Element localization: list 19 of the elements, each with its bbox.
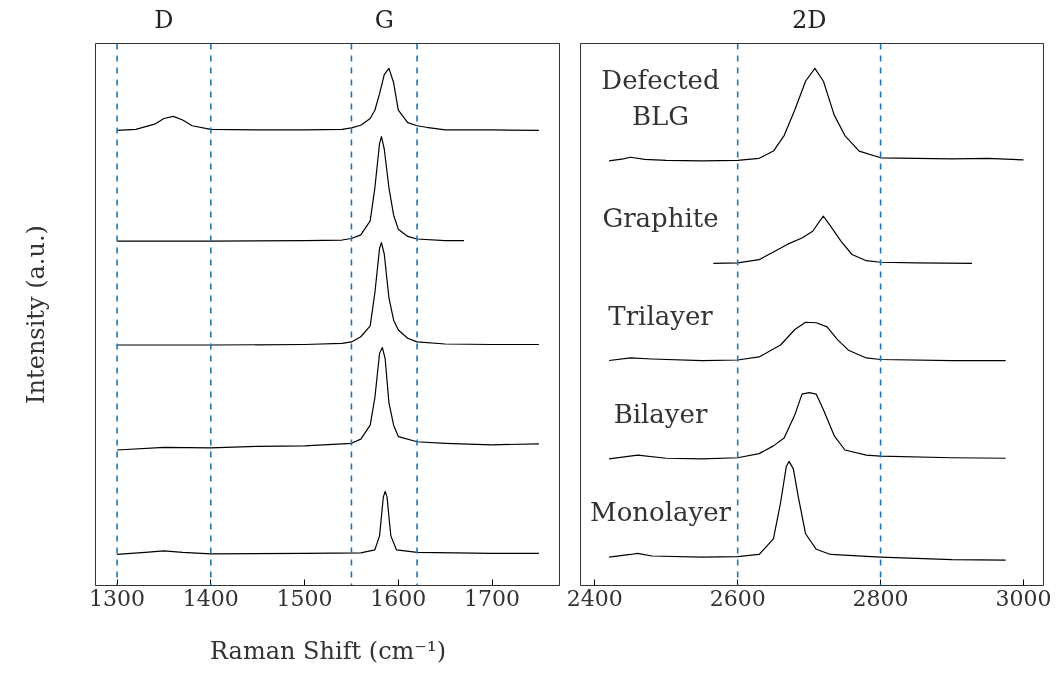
series-label: Bilayer — [613, 398, 708, 429]
y-axis-title: Intensity (a.u.) — [21, 225, 50, 404]
x-tick-label: 1400 — [182, 585, 239, 611]
series-label: Graphite — [602, 203, 719, 234]
x-tick-label: 2800 — [852, 585, 909, 611]
series-label: Monolayer — [590, 497, 732, 528]
x-tick-label: 3000 — [995, 585, 1052, 611]
x-tick-label: 1300 — [89, 585, 146, 611]
text: 2D — [791, 5, 827, 34]
x-tick-label: 2600 — [709, 585, 766, 611]
text: D — [154, 5, 174, 34]
x-tick-label: 2400 — [566, 585, 623, 611]
x-axis-title: Raman Shift (cm⁻¹) — [209, 636, 447, 665]
x-tick-label: 1500 — [276, 585, 333, 611]
x-tick-label: 1600 — [370, 585, 427, 611]
text: G — [374, 5, 394, 34]
x-tick-label: 1700 — [464, 585, 521, 611]
series-label: Trilayer — [608, 300, 714, 331]
series-label: Defected BLG — [601, 64, 720, 131]
